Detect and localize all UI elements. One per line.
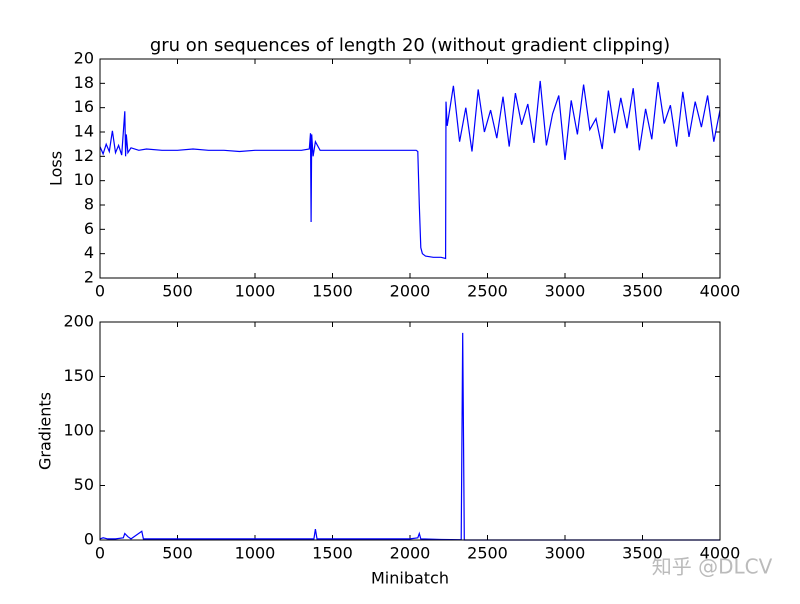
watermark: 知乎 @DLCV (652, 555, 773, 579)
x-tick-label: 3500 (622, 282, 663, 301)
y-axis-label: Loss (47, 151, 66, 186)
y-tick-label: 20 (74, 49, 94, 68)
y-tick-label: 6 (84, 219, 94, 238)
x-tick-label: 1000 (235, 282, 276, 301)
x-tick-label: 0 (95, 282, 105, 301)
x-tick-label: 1500 (312, 544, 353, 563)
y-tick-label: 0 (84, 530, 94, 549)
x-tick-label: 3000 (545, 544, 586, 563)
x-tick-label: 0 (95, 544, 105, 563)
x-tick-label: 4000 (700, 282, 741, 301)
y-tick-label: 200 (63, 312, 94, 331)
x-tick-label: 500 (162, 544, 193, 563)
x-tick-label: 2000 (390, 282, 431, 301)
y-axis-label: Gradients (36, 392, 55, 470)
y-tick-label: 10 (74, 170, 94, 189)
y-tick-label: 150 (63, 366, 94, 385)
y-tick-label: 2 (84, 268, 94, 287)
x-tick-label: 4000 (700, 544, 741, 563)
y-tick-label: 4 (84, 243, 94, 262)
plot-frame (99, 321, 721, 541)
x-tick-label: 3000 (545, 282, 586, 301)
x-axis-label: Minibatch (371, 569, 449, 588)
x-tick-label: 1500 (312, 282, 353, 301)
y-tick-label: 8 (84, 195, 94, 214)
x-tick-label: 2000 (390, 544, 431, 563)
x-tick-label: 2500 (467, 544, 508, 563)
x-tick-label: 500 (162, 282, 193, 301)
y-tick-label: 16 (74, 97, 94, 116)
y-tick-label: 14 (74, 122, 94, 141)
x-tick-label: 1000 (235, 544, 276, 563)
x-tick-label: 2500 (467, 282, 508, 301)
chart-title: gru on sequences of length 20 (without g… (150, 35, 670, 56)
line (99, 80, 721, 260)
y-tick-label: 18 (74, 73, 94, 92)
y-tick-label: 100 (63, 421, 94, 440)
plot-frame (99, 58, 721, 279)
x-tick-label: 3500 (622, 544, 663, 563)
line (99, 332, 720, 541)
y-tick-label: 50 (74, 475, 94, 494)
y-tick-label: 12 (74, 146, 94, 165)
